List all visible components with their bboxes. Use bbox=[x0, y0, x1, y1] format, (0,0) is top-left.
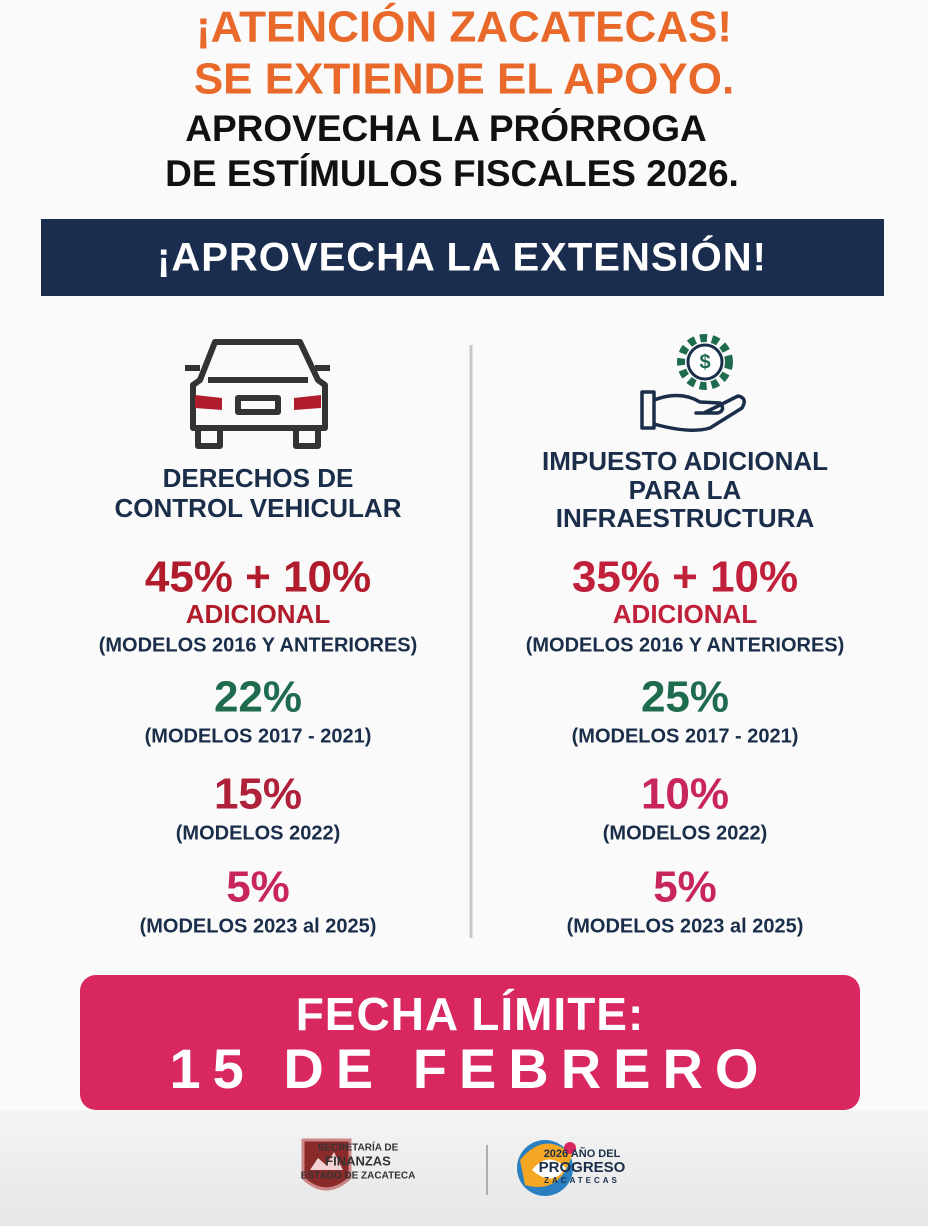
rate-value: 25% bbox=[641, 673, 729, 722]
rate-value: 35% + 10% bbox=[572, 553, 798, 602]
footer-progreso: 2026 AÑO DEL bbox=[544, 1147, 621, 1160]
car-lights bbox=[195, 395, 321, 410]
footer-secretaria: FINANZAS bbox=[325, 1153, 391, 1168]
column-title: DERECHOS DE bbox=[163, 463, 354, 493]
column-title: INFRAESTRUCTURA bbox=[556, 503, 815, 533]
rate-note: (MODELOS 2016 Y ANTERIORES) bbox=[99, 634, 418, 656]
rate-note: (MODELOS 2023 al 2025) bbox=[567, 915, 804, 937]
header-line: DE ESTÍMULOS FISCALES 2026. bbox=[165, 153, 739, 194]
footer-secretaria: SECRETARÍA DE bbox=[318, 1141, 399, 1154]
rate-note: (MODELOS 2022) bbox=[176, 822, 340, 844]
column-title: IMPUESTO ADICIONAL bbox=[542, 446, 828, 476]
rate-note: (MODELOS 2023 al 2025) bbox=[140, 915, 377, 937]
rate-note: (MODELOS 2022) bbox=[603, 822, 767, 844]
header-line: SE EXTIENDE EL APOYO. bbox=[194, 55, 734, 104]
rate-value: 5% bbox=[226, 863, 290, 912]
rate-value: 10% bbox=[641, 770, 729, 819]
progreso-logo bbox=[517, 1140, 576, 1196]
rate-value: 15% bbox=[214, 770, 302, 819]
banner-text: ¡APROVECHA LA EXTENSIÓN! bbox=[157, 234, 767, 280]
deadline-box bbox=[80, 975, 860, 1110]
rate-value: 22% bbox=[214, 673, 302, 722]
rate-note: (MODELOS 2017 - 2021) bbox=[572, 725, 799, 747]
deadline-label: FECHA LÍMITE: bbox=[296, 988, 645, 1040]
footer-band bbox=[0, 1110, 928, 1226]
svg-text:$: $ bbox=[699, 351, 710, 373]
footer-secretaria: ESTADO DE ZACATECA bbox=[301, 1171, 416, 1182]
footer-progreso: ZACATECAS bbox=[544, 1176, 620, 1185]
footer-progreso: PROGRESO bbox=[539, 1159, 626, 1176]
rate-extra: ADICIONAL bbox=[186, 599, 331, 629]
car-icon bbox=[185, 339, 330, 449]
rate-value: 45% + 10% bbox=[145, 553, 371, 602]
header-line: APROVECHA LA PRÓRROGA bbox=[185, 107, 706, 149]
rate-note: (MODELOS 2017 - 2021) bbox=[145, 725, 372, 747]
rate-note: (MODELOS 2016 Y ANTERIORES) bbox=[526, 634, 845, 656]
rate-extra: ADICIONAL bbox=[613, 599, 758, 629]
money-icon: $ bbox=[640, 334, 746, 432]
secretaria-logo bbox=[301, 1138, 352, 1191]
header-line: ¡ATENCIÓN ZACATECAS! bbox=[196, 2, 732, 52]
deadline-date: 15 DE FEBRERO bbox=[170, 1037, 771, 1100]
column-title: PARA LA bbox=[629, 475, 742, 505]
rate-value: 5% bbox=[653, 863, 717, 912]
banner-box bbox=[41, 219, 884, 296]
column-title: CONTROL VEHICULAR bbox=[115, 493, 402, 523]
